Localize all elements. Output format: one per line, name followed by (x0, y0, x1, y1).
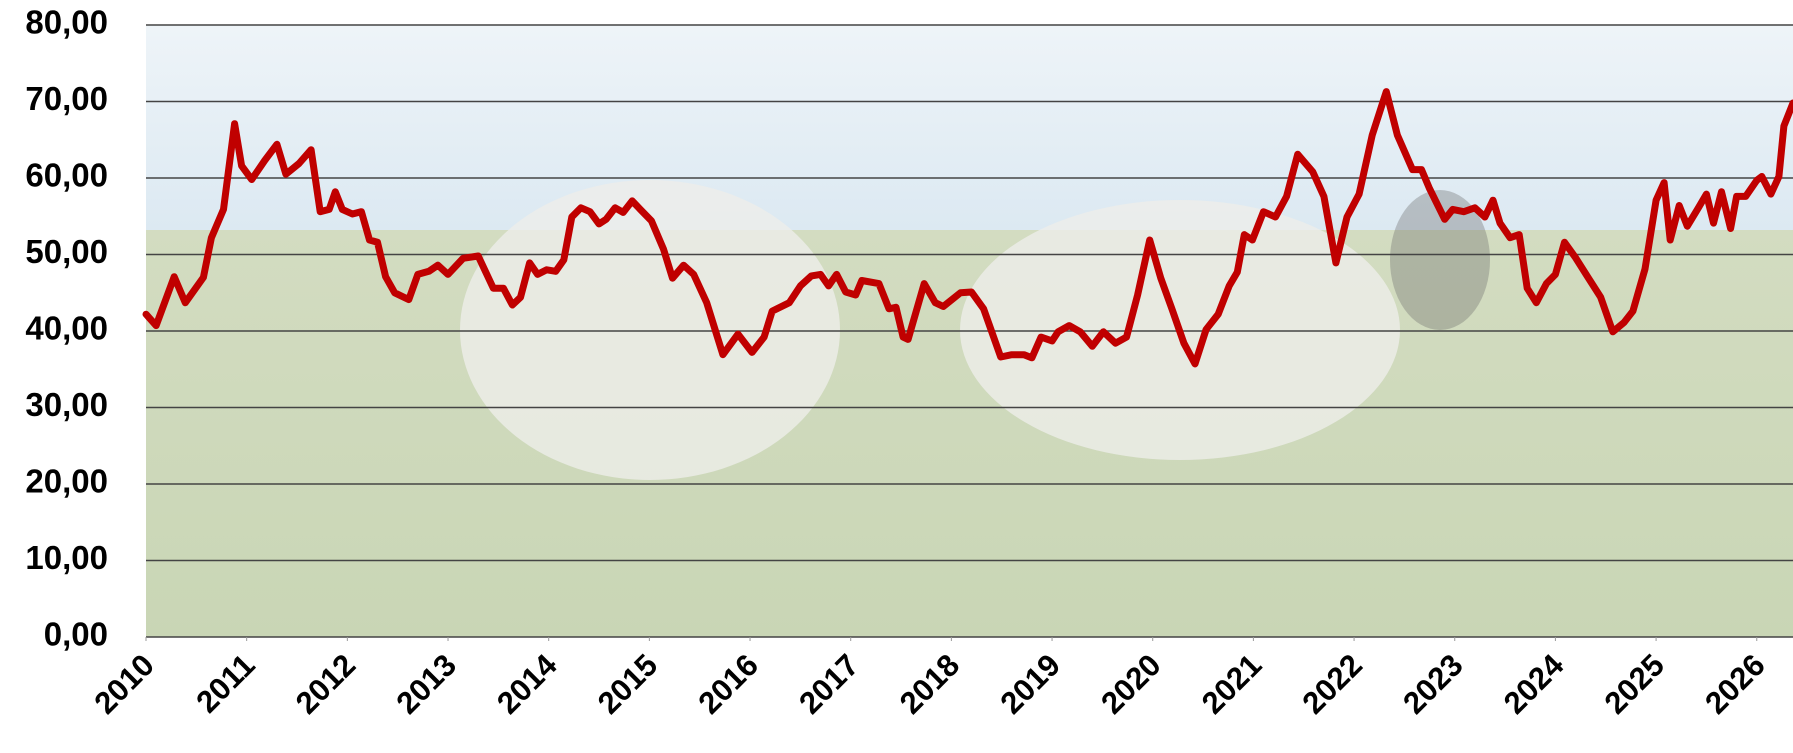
x-tick-label: 2021 (1195, 647, 1269, 721)
x-tick-label: 2018 (893, 647, 967, 721)
x-tick-label: 2010 (87, 647, 161, 721)
data-line (142, 88, 1793, 368)
y-tick-label: 0,00 (44, 616, 108, 653)
x-tick-label: 2024 (1497, 647, 1571, 721)
y-tick-label: 30,00 (25, 386, 108, 423)
x-tick-label: 2019 (993, 647, 1067, 721)
x-tick-label: 2015 (591, 647, 665, 721)
x-tick-label: 2014 (490, 647, 564, 721)
y-tick-label: 70,00 (25, 80, 108, 117)
x-tick-label: 2022 (1296, 647, 1370, 721)
x-tick-label: 2013 (389, 647, 463, 721)
y-tick-label: 10,00 (25, 539, 108, 576)
y-tick-label: 20,00 (25, 463, 108, 500)
x-tick-label: 2011 (189, 647, 261, 719)
x-tick-label: 2017 (792, 647, 866, 721)
x-tick-label: 2016 (691, 647, 765, 721)
y-tick-label: 50,00 (25, 233, 108, 270)
x-tick-label: 2023 (1396, 647, 1470, 721)
x-tick-label: 2026 (1698, 647, 1772, 721)
x-tick-label: 2020 (1094, 647, 1168, 721)
background (146, 25, 1793, 637)
x-tick-label: 2025 (1598, 647, 1672, 721)
y-tick-label: 40,00 (25, 310, 108, 347)
x-tick-label: 2012 (289, 647, 363, 721)
y-tick-label: 80,00 (25, 4, 108, 41)
y-tick-label: 60,00 (25, 157, 108, 194)
